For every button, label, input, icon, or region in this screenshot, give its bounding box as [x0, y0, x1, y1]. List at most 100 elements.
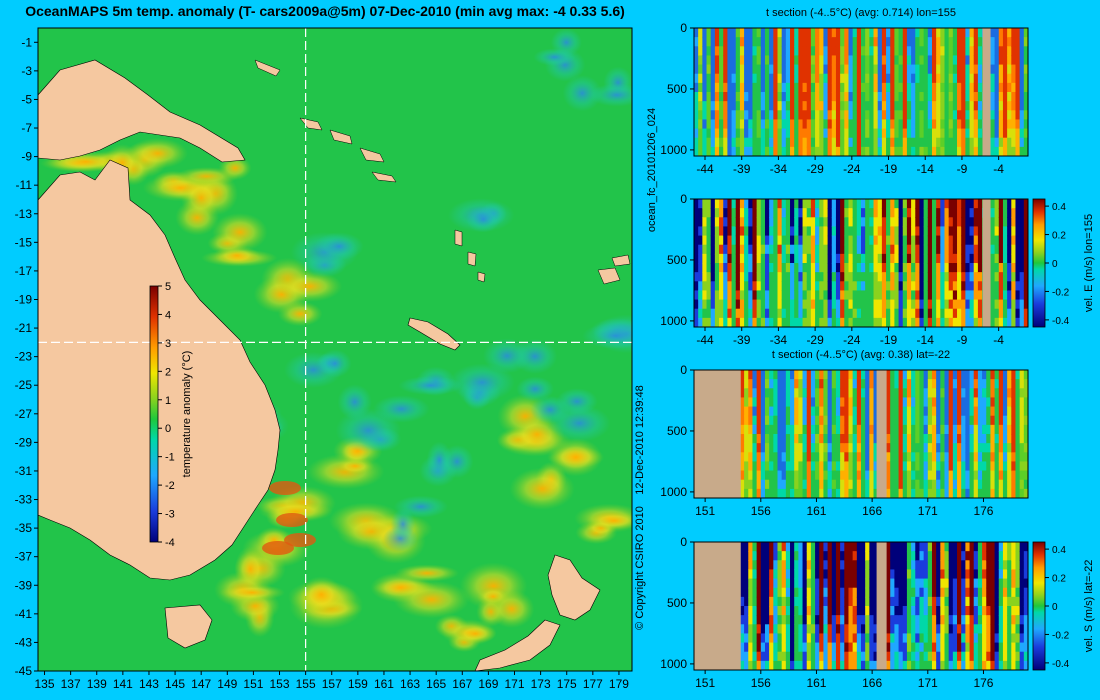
- section-cell: [977, 235, 983, 246]
- section-cell: [815, 217, 820, 228]
- section-cell: [881, 28, 887, 38]
- section-cell: [785, 235, 791, 246]
- section-cell: [723, 28, 728, 38]
- section-cell: [835, 55, 841, 66]
- section-cell: [940, 461, 946, 472]
- section-cell: [998, 415, 1004, 426]
- section-cell: [744, 370, 749, 380]
- section-cell: [990, 199, 996, 209]
- section-cell: [977, 479, 983, 490]
- section-cell: [844, 37, 850, 47]
- section-cell: [840, 569, 845, 580]
- section-cell: [994, 226, 1000, 237]
- section-cell: [815, 92, 820, 102]
- section-cell: [894, 424, 900, 435]
- section-cell: [714, 110, 720, 121]
- section-cell: [739, 479, 745, 490]
- section-cell: [727, 208, 733, 218]
- section-cell: [848, 452, 854, 463]
- section-cell: [952, 651, 958, 662]
- section-cell: [923, 317, 929, 327]
- section-cell: [781, 443, 787, 453]
- section-cell: [890, 137, 895, 148]
- section-cell: [973, 308, 979, 319]
- section-cell: [919, 281, 925, 292]
- section-cell: [802, 461, 808, 472]
- section-cell: [998, 28, 1004, 38]
- section-cell: [998, 217, 1004, 228]
- section-cell: [1019, 488, 1025, 498]
- section-cell: [827, 443, 833, 453]
- section-cell: [861, 434, 866, 444]
- section-cell: [898, 370, 904, 380]
- section-cell: [998, 92, 1004, 102]
- section-cell: [819, 596, 825, 607]
- section-cell: [869, 281, 875, 292]
- section-cell: [1007, 578, 1012, 589]
- section-cell: [815, 443, 820, 453]
- section-cell: [994, 660, 1000, 670]
- section-cell: [844, 470, 850, 481]
- land-vanuatu: [454, 229, 486, 283]
- section-cell: [936, 488, 941, 498]
- section-cell: [815, 642, 820, 653]
- section-cell: [777, 479, 783, 490]
- section-cell: [865, 424, 870, 435]
- section-cell: [1015, 388, 1021, 399]
- section-cell: [940, 596, 946, 607]
- section-cell: [719, 226, 724, 237]
- section-cell: [702, 28, 708, 38]
- section-cell: [790, 299, 795, 310]
- section-cell: [936, 651, 941, 662]
- section-cell: [1019, 424, 1025, 435]
- section-cell: [781, 290, 787, 301]
- section-cell: [931, 28, 937, 38]
- section-cell: [694, 73, 699, 84]
- section-cell: [831, 281, 837, 292]
- section-cell: [702, 101, 708, 111]
- section-cell: [773, 128, 779, 139]
- section-cell: [694, 253, 699, 264]
- section-cell: [723, 119, 728, 130]
- section-cell: [1019, 137, 1025, 148]
- section-cell: [710, 73, 716, 84]
- section-cell: [769, 46, 774, 57]
- section-cell: [869, 308, 875, 319]
- section-cell: [948, 488, 954, 498]
- section-cell: [931, 452, 937, 463]
- section-cell: [927, 660, 933, 670]
- section-cell: [852, 64, 858, 75]
- section-cell: [777, 642, 783, 653]
- section-cell: [873, 119, 879, 130]
- section-cell: [919, 235, 925, 246]
- section-cell: [940, 397, 946, 408]
- section-cell: [886, 424, 891, 435]
- section-cell: [856, 235, 862, 246]
- section-cell: [886, 633, 891, 644]
- section-cell: [952, 137, 958, 148]
- section-cell: [886, 64, 891, 75]
- section-cell: [798, 235, 804, 246]
- section-cell: [760, 128, 766, 139]
- section-cell: [906, 415, 912, 426]
- section-cell: [990, 542, 996, 552]
- section-cell: [940, 299, 946, 310]
- section-cell: [994, 424, 1000, 435]
- section-cell: [806, 119, 812, 130]
- section-cell: [802, 82, 808, 93]
- section-cell: [831, 470, 837, 481]
- section-cell: [714, 244, 720, 255]
- section-cell: [840, 244, 845, 255]
- section-cell: [694, 290, 699, 301]
- section-cell: [961, 578, 966, 589]
- section-cell: [902, 199, 908, 209]
- section-cell: [927, 208, 933, 218]
- section-cell: [844, 578, 850, 589]
- section-cell: [848, 660, 854, 670]
- section-cell: [952, 281, 958, 292]
- section-cell: [890, 37, 895, 47]
- section-cell: [898, 415, 904, 426]
- section-cell: [1015, 434, 1021, 444]
- section-cell: [752, 244, 758, 255]
